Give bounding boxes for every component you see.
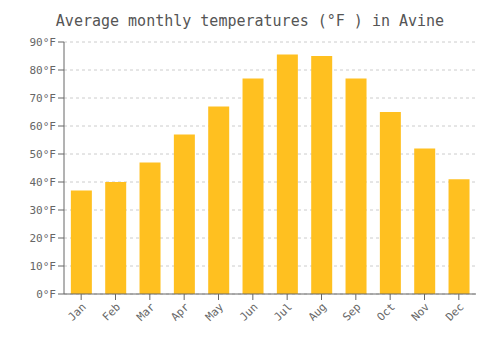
svg-text:0°F: 0°F bbox=[36, 288, 56, 301]
svg-text:30°F: 30°F bbox=[30, 204, 57, 217]
svg-text:Feb: Feb bbox=[100, 300, 123, 323]
svg-text:Jul: Jul bbox=[272, 300, 295, 323]
svg-text:May: May bbox=[203, 300, 227, 324]
svg-text:80°F: 80°F bbox=[30, 64, 57, 77]
svg-text:Jan: Jan bbox=[66, 300, 89, 323]
svg-text:60°F: 60°F bbox=[30, 120, 57, 133]
svg-text:Dec: Dec bbox=[443, 300, 466, 323]
svg-text:70°F: 70°F bbox=[30, 92, 57, 105]
svg-text:Jun: Jun bbox=[237, 300, 260, 323]
svg-text:90°F: 90°F bbox=[30, 36, 57, 49]
svg-text:50°F: 50°F bbox=[30, 148, 57, 161]
svg-text:40°F: 40°F bbox=[30, 176, 57, 189]
svg-text:Sep: Sep bbox=[340, 300, 363, 323]
svg-text:20°F: 20°F bbox=[30, 232, 57, 245]
svg-text:Nov: Nov bbox=[409, 300, 433, 324]
svg-text:Apr: Apr bbox=[169, 300, 193, 324]
svg-text:Oct: Oct bbox=[375, 300, 398, 323]
svg-text:Aug: Aug bbox=[306, 300, 329, 323]
svg-text:10°F: 10°F bbox=[30, 260, 57, 273]
html-text:Average monthly temperatures (: Average monthly temperatures (°F ) in Av… bbox=[55, 12, 445, 30]
svg-text:Mar: Mar bbox=[134, 300, 158, 324]
